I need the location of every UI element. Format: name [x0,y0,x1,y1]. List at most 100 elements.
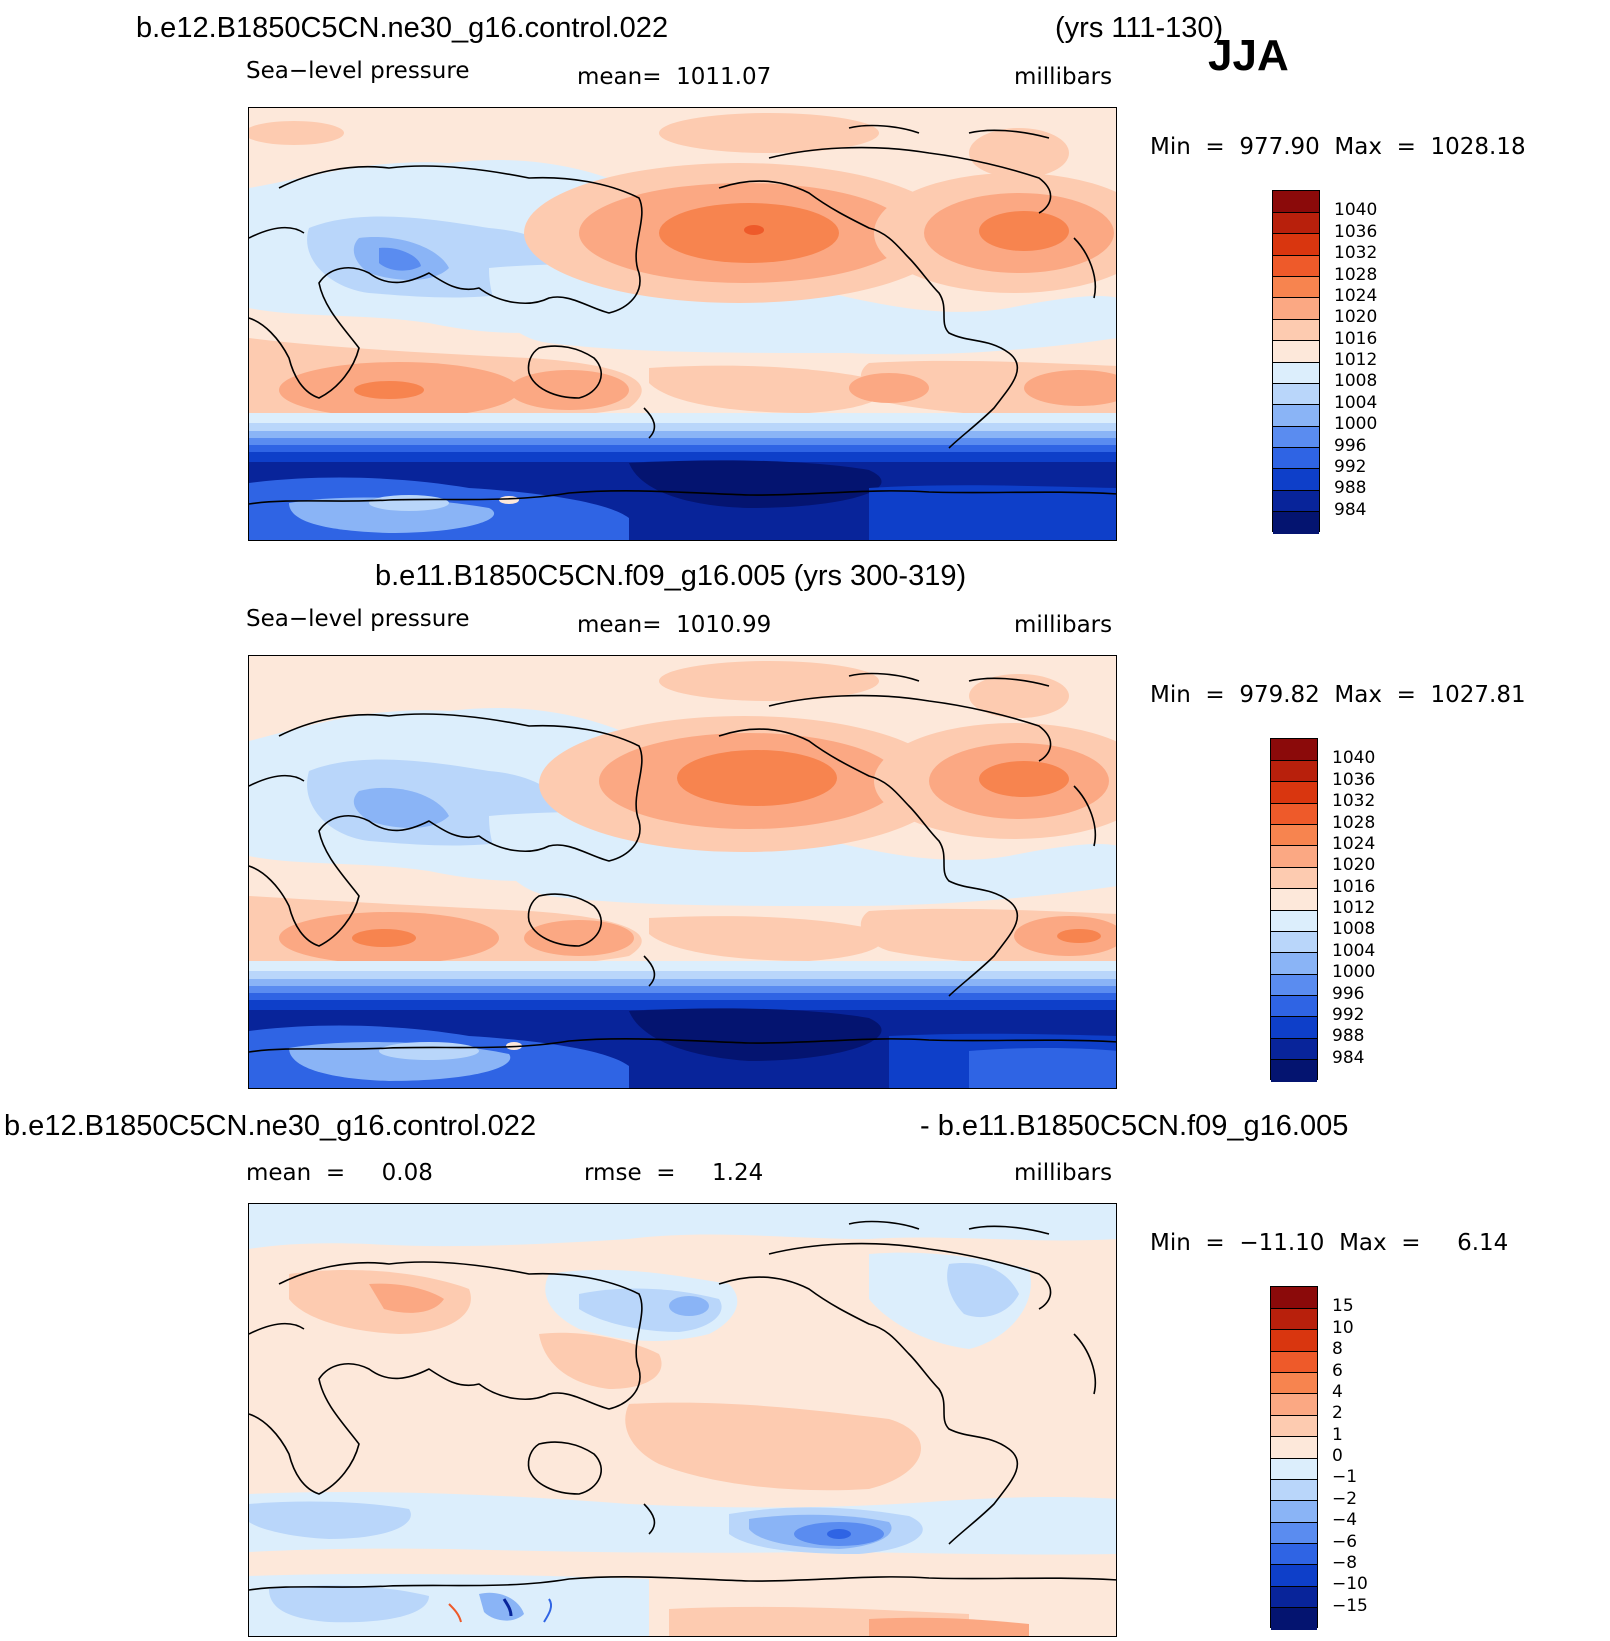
colorbar-separator [1271,1436,1317,1438]
colorbar-cell [1271,1586,1317,1609]
colorbar-tick-label: 1000 [1334,414,1378,435]
panel3-title-left: b.e12.B1850C5CN.ne30_g16.control.022 [4,1110,537,1142]
panel1-map [248,107,1117,541]
panel1-title-left: b.e12.B1850C5CN.ne30_g16.control.022 [136,12,669,44]
colorbar-cell [1273,447,1319,470]
colorbar-tick-label: −6 [1332,1531,1358,1552]
colorbar-separator [1271,1307,1317,1309]
colorbar-tick-label: 988 [1334,478,1367,499]
colorbar-separator [1273,511,1319,513]
panel3-map [248,1203,1117,1637]
panel2-colorbar [1270,738,1318,1082]
colorbar-separator [1271,952,1317,954]
panel3-mean: mean = 0.08 [246,1160,433,1186]
colorbar-cell [1271,824,1317,847]
colorbar-tick-label: 1028 [1334,264,1378,285]
colorbar-tick-label: 0 [1332,1446,1343,1466]
colorbar-tick-label: 1008 [1334,371,1378,392]
colorbar-separator [1271,995,1317,996]
colorbar-separator [1273,297,1319,299]
colorbar-tick-label: 1028 [1332,812,1376,833]
colorbar-cell [1271,1287,1317,1309]
colorbar-separator [1271,781,1317,783]
colorbar-cell [1271,1436,1317,1459]
colorbar-cell [1273,362,1319,384]
colorbar-cell [1271,1351,1317,1373]
panel1-title-right: (yrs 111-130) [1055,12,1224,44]
colorbar-cell [1271,803,1317,825]
colorbar-cell [1273,426,1319,448]
colorbar-separator [1271,1350,1317,1352]
panel2-title: b.e11.B1850C5CN.f09_g16.005 (yrs 300-319… [375,560,967,592]
colorbar-separator [1271,845,1317,847]
colorbar-tick-label: 1032 [1332,791,1376,812]
colorbar-cell [1271,1038,1317,1061]
colorbar-cell [1273,255,1319,277]
colorbar-separator [1271,1543,1317,1544]
colorbar-cell [1271,845,1317,868]
colorbar-cell [1273,383,1319,406]
colorbar-tick-label: 15 [1332,1296,1354,1317]
panel2-map [248,655,1117,1089]
colorbar-cell [1273,340,1319,363]
colorbar-tick-label: 992 [1334,456,1367,477]
colorbar-tick-label: 1036 [1334,221,1378,242]
colorbar-separator [1273,447,1319,448]
colorbar-tick-label: 1040 [1334,200,1378,221]
panel3-units: millibars [1014,1160,1113,1186]
panel3-colorbar [1270,1286,1318,1630]
colorbar-cell [1273,490,1319,513]
colorbar-tick-label: 1036 [1332,769,1376,790]
colorbar-cell [1271,1479,1317,1502]
colorbar-separator [1273,382,1319,384]
colorbar-separator [1271,1329,1317,1331]
panel3-map-svg [249,1204,1116,1636]
panel1-variable: Sea−level pressure [246,58,470,84]
panel2-minmax: Min = 979.82 Max = 1027.81 [1150,682,1526,708]
colorbar-cell [1271,781,1317,804]
colorbar-cell [1271,952,1317,975]
colorbar-cell [1271,1564,1317,1587]
panel3-minmax: Min = −11.10 Max = 6.14 [1150,1230,1509,1256]
colorbar-cell [1271,1543,1317,1566]
panel3-rmse: rmse = 1.24 [584,1160,764,1186]
colorbar-cell [1271,910,1317,932]
colorbar-tick-label: −10 [1332,1574,1368,1595]
colorbar-separator [1273,254,1319,256]
colorbar-cell [1271,1308,1317,1331]
colorbar-tick-label: 1012 [1332,898,1376,918]
colorbar-cell [1271,1372,1317,1395]
colorbar-cell [1271,1458,1317,1480]
colorbar-cell [1271,974,1317,996]
colorbar-tick-label: 992 [1332,1004,1365,1025]
colorbar-separator [1271,888,1317,890]
colorbar-cell [1271,1016,1317,1039]
colorbar-separator [1271,1037,1317,1039]
colorbar-tick-label: 996 [1332,983,1365,1004]
colorbar-separator [1273,233,1319,235]
colorbar-cell [1271,1059,1317,1082]
colorbar-cell [1271,867,1317,890]
colorbar-separator [1271,1414,1317,1416]
colorbar-separator [1271,1393,1317,1395]
colorbar-cell [1271,1522,1317,1544]
panel1-mean: mean= 1011.07 [577,64,772,90]
colorbar-separator [1271,973,1317,975]
colorbar-cell [1271,1500,1317,1523]
panel2-mean: mean= 1010.99 [577,612,772,638]
colorbar-cell [1271,931,1317,954]
panel1-minmax: Min = 977.90 Max = 1028.18 [1150,134,1526,160]
colorbar-separator [1273,361,1319,363]
colorbar-tick-label: 988 [1332,1026,1365,1047]
colorbar-tick-label: 996 [1334,435,1367,456]
colorbar-tick-label: −15 [1332,1595,1368,1616]
colorbar-separator [1273,404,1319,406]
colorbar-separator [1271,1607,1317,1609]
colorbar-cell [1273,297,1319,320]
panel1-colorbar [1272,190,1320,534]
colorbar-cell [1271,1415,1317,1438]
colorbar-tick-label: 1004 [1334,392,1378,413]
colorbar-separator [1273,340,1319,342]
colorbar-tick-label: 1008 [1332,919,1376,940]
colorbar-tick-label: −1 [1332,1467,1358,1488]
